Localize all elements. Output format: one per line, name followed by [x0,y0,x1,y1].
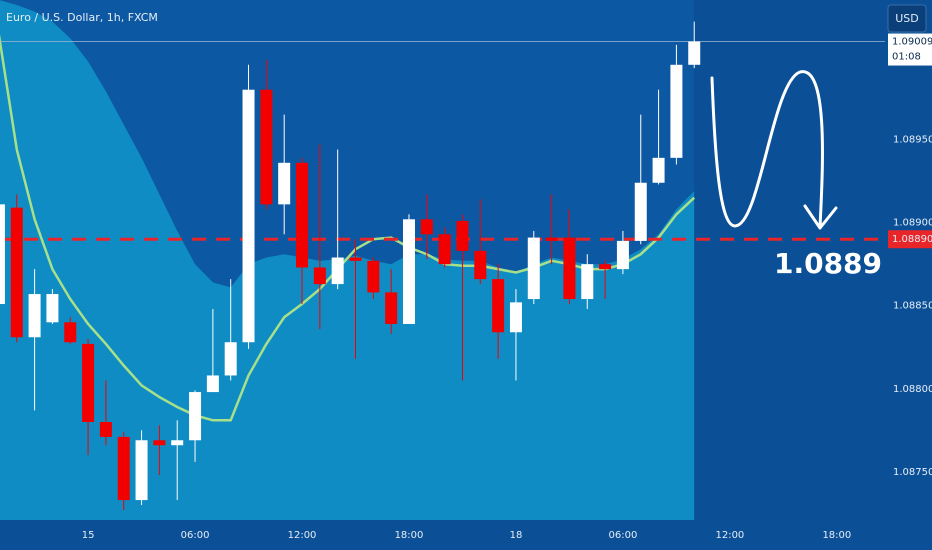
candle-body [135,440,148,501]
candle-body [153,440,166,446]
currency-label[interactable]: USD [895,12,919,25]
y-tick-label: 1.08750 [893,467,932,478]
candle-body [688,41,701,65]
candle-body [474,250,487,280]
level-price-label: 1.08890 [892,234,932,245]
candle-body [527,237,540,300]
candle-body [581,264,594,300]
y-tick-label: 1.08950 [893,135,932,146]
candle-body [0,204,5,305]
candle-body [82,343,95,422]
candle-body [385,292,398,324]
candle-body [206,375,219,393]
candle-body [46,294,59,323]
candle-body [670,64,683,158]
candle-body [545,237,558,241]
y-tick-label: 1.08800 [893,384,932,395]
candle-body [367,260,380,293]
candle-body [509,302,522,333]
candle-body [117,436,130,501]
x-tick-label: 15 [82,530,95,541]
candle-body [296,162,309,268]
x-tick-label: 18 [510,530,523,541]
candle-body [599,264,612,270]
candle-body [278,162,291,205]
candle-body [99,421,112,437]
currency-button[interactable] [887,4,927,33]
candle-body [331,257,344,285]
y-tick-label: 1.08900 [893,218,932,229]
candle-body [242,89,255,343]
level-price-box [888,230,932,249]
candle-body [438,234,451,265]
last-price-label: 1.09009 [892,37,932,48]
candle-body [563,237,576,300]
moving-average [0,34,696,422]
candle-body [456,220,469,251]
x-tick-label: 12:00 [715,530,744,541]
last-price-box [888,33,932,66]
candle-body [402,219,415,324]
candle-body [492,279,505,333]
price-axis [885,0,932,550]
x-tick-label: 06:00 [609,530,638,541]
candle-body [224,342,237,376]
candle-body [64,322,77,343]
candle-body [420,219,433,235]
candle-body [616,240,629,270]
annotation: 1.0889 [774,247,882,280]
candle-body [28,294,41,338]
candle-body [10,207,23,338]
x-tick-label: 06:00 [181,530,210,541]
candle-body [313,267,326,285]
candle-body [171,440,184,446]
countdown-label: 01:08 [892,52,921,63]
candle-body [634,182,647,241]
x-tick-label: 18:00 [822,530,851,541]
candle-body [189,392,202,441]
drawn-arrow [710,70,838,230]
candle-body [652,157,665,183]
plot-area [0,0,885,520]
chart-title: Euro / U.S. Dollar, 1h, FXCM [6,11,158,24]
x-tick-label: 18:00 [395,530,424,541]
y-tick-label: 1.08850 [893,301,932,312]
candle-body [260,89,273,205]
candle-body [349,257,362,261]
x-tick-label: 12:00 [288,530,317,541]
